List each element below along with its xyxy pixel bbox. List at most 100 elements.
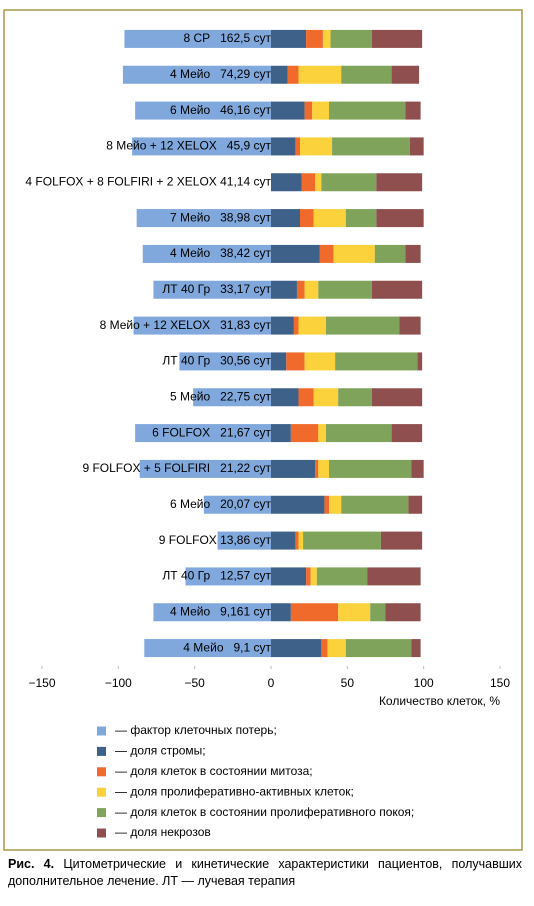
- bar-segment: [411, 459, 424, 478]
- bar-segment: [315, 173, 322, 192]
- bar-segment: [271, 424, 291, 443]
- legend-label: — доля некрозов: [115, 825, 211, 839]
- category-label: 6 Мейо 20,07 сут: [170, 497, 272, 511]
- bar-segment: [185, 567, 271, 586]
- bar-segment: [271, 209, 301, 228]
- bar-segment: [325, 316, 400, 335]
- bar-segment: [385, 603, 421, 622]
- bar-segment: [321, 639, 328, 658]
- bar-segment: [298, 531, 304, 550]
- bar-segment: [298, 65, 342, 84]
- bar-segment: [271, 567, 307, 586]
- bar-segment: [304, 352, 336, 371]
- category-label: 7 Мейо 38,98 сут: [170, 210, 272, 224]
- bar-segment: [411, 639, 421, 658]
- bar-segment: [144, 639, 271, 658]
- bar-segment: [136, 209, 271, 228]
- bar-segment: [193, 388, 271, 407]
- bar-segment: [310, 567, 317, 586]
- legend-label: — доля клеток в состоянии митоза;: [115, 764, 313, 778]
- bar-segment: [179, 352, 271, 371]
- category-label: 4 Мейо 9,161 сут: [170, 604, 272, 618]
- bar-segment: [341, 495, 409, 514]
- bar-segment: [376, 173, 423, 192]
- legend-swatch: [97, 787, 106, 797]
- bar-segment: [271, 244, 320, 263]
- bar-segment: [295, 137, 301, 156]
- bar-segment: [300, 209, 314, 228]
- bar-segment: [298, 388, 314, 407]
- bar-segment: [399, 316, 421, 335]
- category-label: 6 Мейо 46,16 сут: [170, 103, 272, 117]
- bar-segment: [271, 603, 291, 622]
- bar-segment: [329, 495, 342, 514]
- bar-segment: [408, 495, 423, 514]
- bar-segment: [324, 495, 330, 514]
- bar-segment: [301, 173, 316, 192]
- bar-segment: [271, 352, 287, 371]
- category-label: 4 Мейо 38,42 сут: [170, 246, 272, 260]
- bar-segment: [271, 531, 296, 550]
- bar-segment: [203, 495, 271, 514]
- frame: [3, 9, 523, 851]
- bar-segment: [338, 388, 372, 407]
- bar-segment: [376, 209, 424, 228]
- bar-segment: [380, 531, 423, 550]
- bar-segment: [271, 280, 297, 299]
- caption-text: Цитометрические и кинетические характери…: [8, 857, 522, 888]
- bar-segment: [304, 280, 319, 299]
- x-tick-label: 0: [268, 676, 275, 690]
- bar-segment: [306, 29, 323, 48]
- bar-segment: [370, 603, 386, 622]
- category-label: 4 FOLFOX + 8 FOLFIRI + 2 XELOX 41,14 сут: [25, 174, 271, 188]
- bar-segment: [391, 424, 423, 443]
- bar-segment: [271, 101, 305, 120]
- bar-segment: [142, 244, 271, 263]
- bar-segment: [318, 424, 326, 443]
- bar-segment: [322, 29, 331, 48]
- bar-segment: [321, 173, 377, 192]
- bar-segment: [271, 459, 316, 478]
- bar-segment: [271, 65, 288, 84]
- bar-segment: [333, 244, 375, 263]
- bar-segment: [306, 567, 311, 586]
- bar-segment: [312, 101, 330, 120]
- bar-segment: [286, 352, 305, 371]
- category-label: ЛТ 40 Гр 30,56 сут: [162, 354, 271, 368]
- bar-segment: [405, 244, 421, 263]
- category-label: ЛТ 40 Гр 33,17 сут: [162, 282, 271, 296]
- bar-segment: [313, 388, 339, 407]
- bar-segment: [135, 424, 271, 443]
- x-tick-label: −150: [28, 676, 55, 690]
- bar-segment: [271, 495, 325, 514]
- bar-segment: [367, 567, 421, 586]
- bar-segment: [290, 424, 319, 443]
- bar-segment: [303, 531, 381, 550]
- bar-segment: [271, 29, 307, 48]
- category-label: 4 Мейо 74,29 сут: [170, 67, 272, 81]
- legend-label: — фактор клеточных потерь;: [115, 723, 277, 737]
- bar-segment: [371, 29, 423, 48]
- bar-segment: [217, 531, 271, 550]
- bar-segment: [338, 603, 371, 622]
- bar-segment: [316, 567, 368, 586]
- category-label: 9 FOLFOX + 5 FOLFIRI 21,22 сут: [82, 461, 271, 475]
- category-label: 8 СР 162,5 сут: [183, 31, 271, 45]
- bar-segment: [332, 137, 410, 156]
- caption-label: Рис. 4.: [8, 857, 55, 871]
- caption: Рис. 4. Цитометрические и кинетические х…: [8, 856, 522, 890]
- x-tick-label: −50: [184, 676, 205, 690]
- bar-segment: [329, 101, 406, 120]
- chart: Количество клеток, % −150 −100 −50 0 50 100 15…: [3, 9, 523, 851]
- x-tick-label: 150: [490, 676, 510, 690]
- category-label: 5 Мейо 22,75 сут: [170, 389, 272, 403]
- bar-segment: [371, 280, 423, 299]
- legend-label: — доля клеток в состоянии пролиферативно…: [115, 805, 414, 819]
- legend-swatch: [97, 828, 106, 838]
- bar-segment: [298, 316, 326, 335]
- bar-segment: [325, 424, 392, 443]
- bar-segment: [371, 388, 423, 407]
- bar-segment: [335, 352, 418, 371]
- bar-segment: [124, 29, 271, 48]
